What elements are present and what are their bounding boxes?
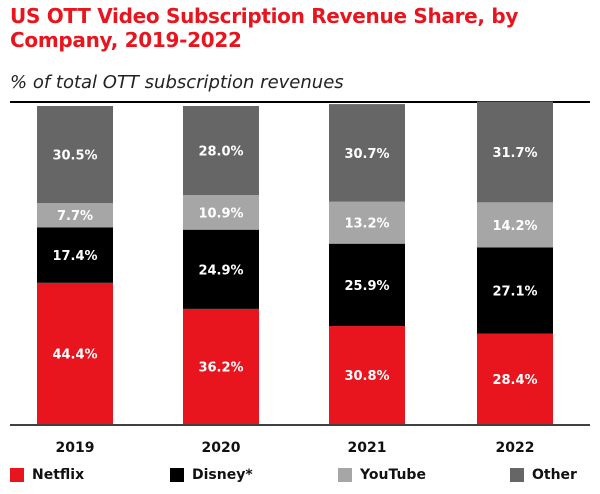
- data-label-netflix-2020: 36.2%: [198, 360, 243, 375]
- data-label-other-2020: 28.0%: [198, 145, 243, 160]
- bar-segment-youtube-2020: [183, 195, 259, 230]
- data-label-youtube-2020: 10.9%: [198, 206, 243, 221]
- bar-segment-other-2020: [183, 106, 259, 196]
- chart-subtitle: % of total OTT subscription revenues: [10, 72, 344, 93]
- x-tick-label-2020: 2020: [202, 440, 241, 456]
- legend-label-other: Other: [532, 467, 577, 483]
- chart-title: US OTT Video Subscription Revenue Share,…: [10, 4, 519, 52]
- data-label-netflix-2022: 28.4%: [492, 373, 537, 388]
- data-label-other-2019: 30.5%: [52, 148, 97, 163]
- bar-segment-netflix-2021: [329, 326, 405, 424]
- legend-item-netflix: Netflix: [10, 466, 84, 484]
- data-label-netflix-2019: 44.4%: [52, 347, 97, 362]
- bar-segment-other-2021: [329, 104, 405, 202]
- stacked-bar-chart: 44.4% 17.4% 7.7% 30.5% 2019 36.2% 24.9% 10.9% 28…: [10, 101, 590, 456]
- legend-item-disney: Disney*: [170, 466, 253, 484]
- data-label-disney-2022: 27.1%: [492, 285, 537, 300]
- data-label-other-2022: 31.7%: [492, 146, 537, 161]
- bar-segment-youtube-2021: [329, 201, 405, 244]
- bar-segment-disney-2019: [37, 227, 113, 283]
- legend-label-youtube: YouTube: [360, 467, 426, 483]
- bar-segment-netflix-2020: [183, 308, 259, 424]
- data-label-disney-2021: 25.9%: [344, 279, 389, 294]
- legend-item-youtube: YouTube: [338, 466, 426, 484]
- x-tick-label-2022: 2022: [496, 440, 535, 456]
- legend-swatch-youtube: [338, 468, 352, 482]
- bar-segment-netflix-2019: [37, 282, 113, 424]
- bar-segment-netflix-2022: [477, 333, 553, 424]
- chart-legend: Netflix Disney* YouTube Other: [0, 462, 600, 488]
- data-label-other-2021: 30.7%: [344, 147, 389, 162]
- legend-item-other: Other: [510, 466, 577, 484]
- bar-segment-youtube-2022: [477, 202, 553, 248]
- bar-segment-other-2022: [477, 101, 553, 203]
- bar-segment-other-2019: [37, 106, 113, 203]
- bar-segment-disney-2022: [477, 247, 553, 334]
- x-tick-label-2019: 2019: [56, 440, 95, 456]
- x-tick-label-2021: 2021: [348, 440, 387, 456]
- data-label-netflix-2021: 30.8%: [344, 369, 389, 384]
- legend-label-netflix: Netflix: [32, 467, 85, 483]
- data-label-youtube-2022: 14.2%: [492, 219, 537, 234]
- bar-segment-disney-2020: [183, 229, 259, 309]
- legend-swatch-disney: [170, 468, 184, 482]
- bar-segment-youtube-2019: [37, 202, 113, 228]
- legend-swatch-netflix: [10, 468, 24, 482]
- bar-segment-disney-2021: [329, 243, 405, 327]
- data-label-disney-2019: 17.4%: [52, 249, 97, 264]
- legend-label-disney: Disney*: [192, 467, 253, 483]
- legend-swatch-other: [510, 468, 524, 482]
- data-label-youtube-2021: 13.2%: [344, 217, 389, 232]
- data-label-youtube-2019: 7.7%: [57, 209, 93, 224]
- data-label-disney-2020: 24.9%: [198, 263, 243, 278]
- header-divider: [10, 101, 590, 103]
